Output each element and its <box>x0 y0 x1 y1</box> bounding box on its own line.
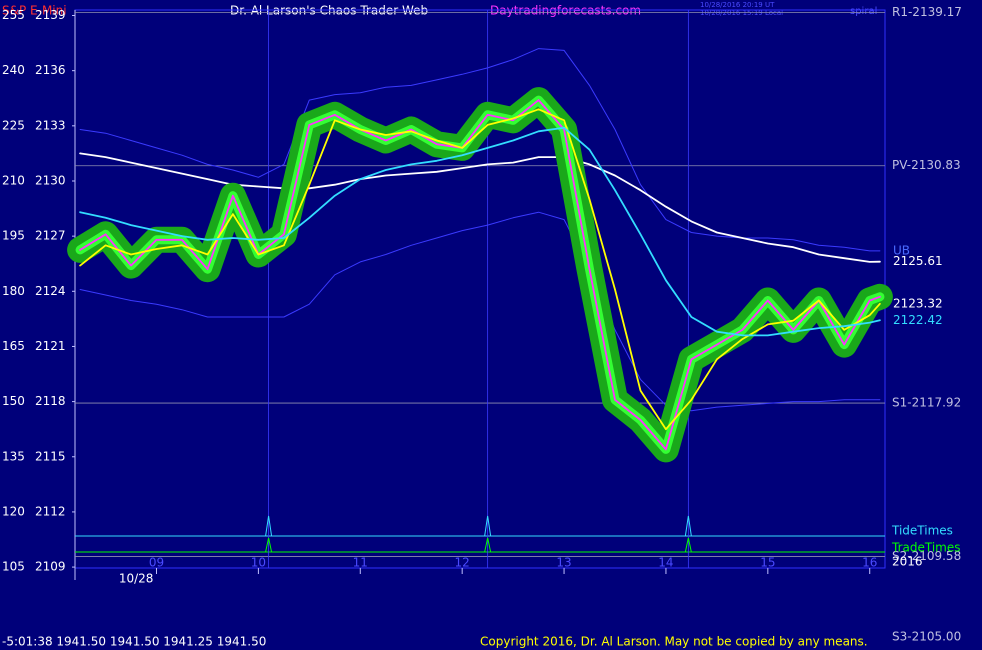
tide-spike <box>265 515 273 537</box>
series-line <box>79 211 881 412</box>
timestamp: 10/28/2016 15:19 Local <box>700 9 783 17</box>
end-label: 2125.61 <box>893 254 943 268</box>
series-line <box>79 152 881 263</box>
y-tick-label: 2139 <box>35 8 66 22</box>
series-line <box>79 108 881 431</box>
series-line <box>79 99 881 451</box>
x-tick-label: 10 <box>251 556 266 570</box>
y2-tick-label: 195 <box>2 229 25 243</box>
tide-label: TideTimes <box>891 524 953 538</box>
corner-label: spiral <box>850 6 877 17</box>
x-tick-label: 12 <box>455 556 470 570</box>
y2-tick-label: 105 <box>2 560 25 574</box>
symbol: S&P E-Mini <box>2 4 67 18</box>
y-tick-label: 2109 <box>35 560 66 574</box>
y2-tick-label: 255 <box>2 8 25 22</box>
y2-tick-label: 165 <box>2 339 25 353</box>
y2-tick-label: 135 <box>2 449 25 463</box>
trade-spike <box>265 537 273 553</box>
end-label: UB <box>893 243 910 257</box>
x-tick-label: 13 <box>556 556 571 570</box>
date-label: 10/28 <box>119 572 154 586</box>
tide-spike <box>484 515 492 537</box>
trade-spike <box>484 537 492 553</box>
y2-tick-label: 180 <box>2 284 25 298</box>
y-tick-label: 2124 <box>35 284 66 298</box>
year-label: 2016 <box>892 555 923 569</box>
tide-spike <box>684 515 692 537</box>
end-label: 2122.42 <box>893 313 943 327</box>
y-tick-label: 2136 <box>35 63 66 77</box>
y2-tick-label: 240 <box>2 63 25 77</box>
y-tick-label: 2127 <box>35 229 66 243</box>
x-tick-label: 15 <box>760 556 775 570</box>
trade-spike <box>684 537 692 553</box>
y2-tick-label: 210 <box>2 173 25 187</box>
trade-label: TradeTimes <box>891 541 960 555</box>
level-label: S1-2117.92 <box>892 396 961 410</box>
y2-tick-label: 120 <box>2 504 25 518</box>
copyright: Copyright 2016, Dr. Al Larson. May not b… <box>480 635 868 649</box>
y-tick-label: 2118 <box>35 394 66 408</box>
price-cloud <box>67 87 893 463</box>
s3-label: S3-2105.00 <box>892 630 961 644</box>
y-tick-label: 2133 <box>35 118 66 132</box>
y-tick-label: 2115 <box>35 449 66 463</box>
x-tick-label: 11 <box>353 556 368 570</box>
y2-tick-label: 225 <box>2 118 25 132</box>
level-label: PV-2130.83 <box>892 158 961 172</box>
timestamp: 10/28/2016 20:19 UT <box>700 1 775 9</box>
y-tick-label: 2121 <box>35 339 66 353</box>
series-line <box>79 48 881 252</box>
x-tick-label: 09 <box>149 556 164 570</box>
y2-tick-label: 150 <box>2 394 25 408</box>
x-tick-label: 14 <box>658 556 673 570</box>
level-label: R1-2139.17 <box>892 5 962 19</box>
y-tick-label: 2112 <box>35 504 66 518</box>
end-label: 2123.32 <box>893 296 943 310</box>
y-tick-label: 2130 <box>35 173 66 187</box>
series-line <box>79 126 881 337</box>
status: -5:01:38 1941.50 1941.50 1941.25 1941.50 <box>2 635 266 649</box>
x-tick-label: 16 <box>862 556 877 570</box>
level-label: S2-2109.58 <box>892 549 961 563</box>
